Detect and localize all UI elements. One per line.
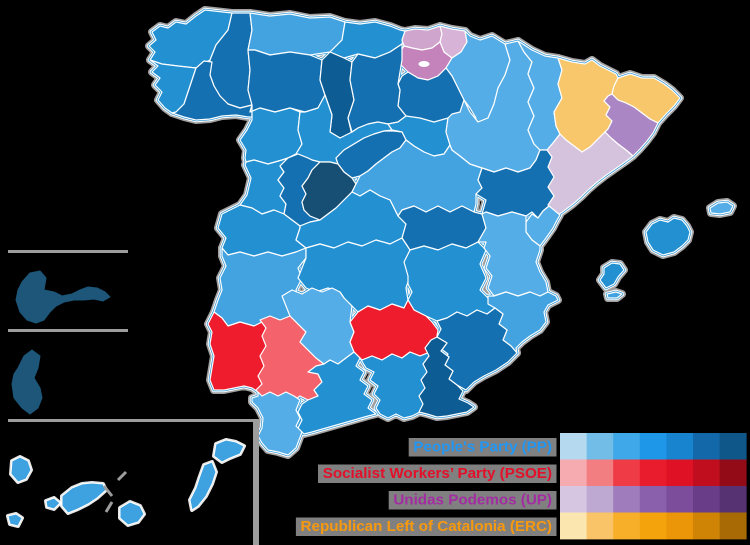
svg-text:Unidas Podemos (UP): Unidas Podemos (UP) [393, 492, 552, 509]
svg-text:People's Party (PP): People's Party (PP) [413, 439, 552, 456]
svg-text:Socialist Workers’ Party (PSOE: Socialist Workers’ Party (PSOE) [323, 465, 552, 482]
svg-text:Republican Left of Catalonia (: Republican Left of Catalonia (ERC) [301, 518, 552, 535]
